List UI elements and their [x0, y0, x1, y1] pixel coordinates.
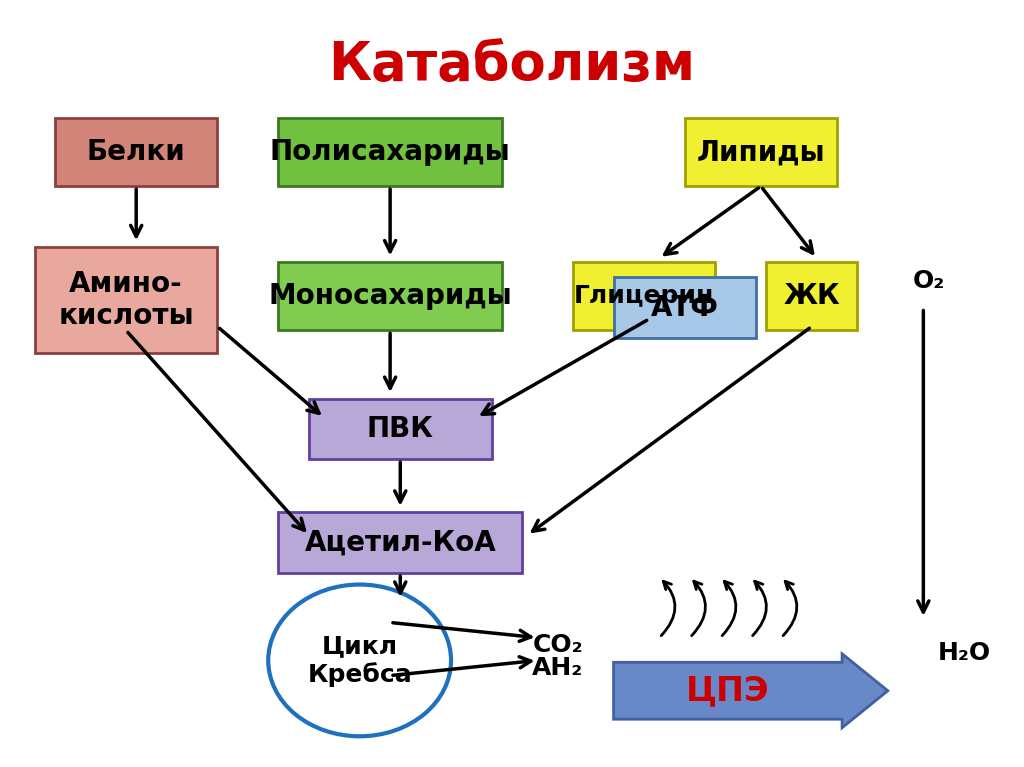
- Text: Липиды: Липиды: [696, 138, 825, 166]
- Text: ЖК: ЖК: [783, 282, 840, 311]
- Text: ЦПЭ: ЦПЭ: [686, 674, 770, 707]
- FancyBboxPatch shape: [279, 118, 502, 186]
- Text: Амино-
кислоты: Амино- кислоты: [58, 270, 194, 331]
- Text: АН₂: АН₂: [532, 656, 584, 680]
- Text: Глицерин: Глицерин: [573, 285, 714, 308]
- Text: Ацетил-КоА: Ацетил-КоА: [304, 528, 497, 557]
- FancyBboxPatch shape: [766, 262, 857, 331]
- Text: Полисахариды: Полисахариды: [269, 138, 511, 166]
- FancyBboxPatch shape: [35, 247, 217, 353]
- FancyBboxPatch shape: [55, 118, 217, 186]
- FancyBboxPatch shape: [573, 262, 715, 331]
- Text: АТФ: АТФ: [650, 294, 719, 321]
- Text: Моносахариды: Моносахариды: [268, 282, 512, 311]
- Text: Цикл
Кребса: Цикл Кребса: [307, 634, 412, 686]
- Text: ПВК: ПВК: [367, 415, 434, 443]
- FancyBboxPatch shape: [613, 278, 756, 338]
- Text: H₂O: H₂O: [937, 640, 990, 665]
- Text: CO₂: CO₂: [532, 634, 583, 657]
- FancyBboxPatch shape: [279, 512, 522, 573]
- Text: Катаболизм: Катаболизм: [329, 39, 695, 91]
- FancyArrow shape: [613, 653, 888, 728]
- FancyBboxPatch shape: [309, 399, 492, 459]
- Text: O₂: O₂: [912, 269, 944, 293]
- FancyBboxPatch shape: [279, 262, 502, 331]
- Ellipse shape: [268, 584, 451, 736]
- Text: Белки: Белки: [87, 138, 185, 166]
- FancyBboxPatch shape: [685, 118, 837, 186]
